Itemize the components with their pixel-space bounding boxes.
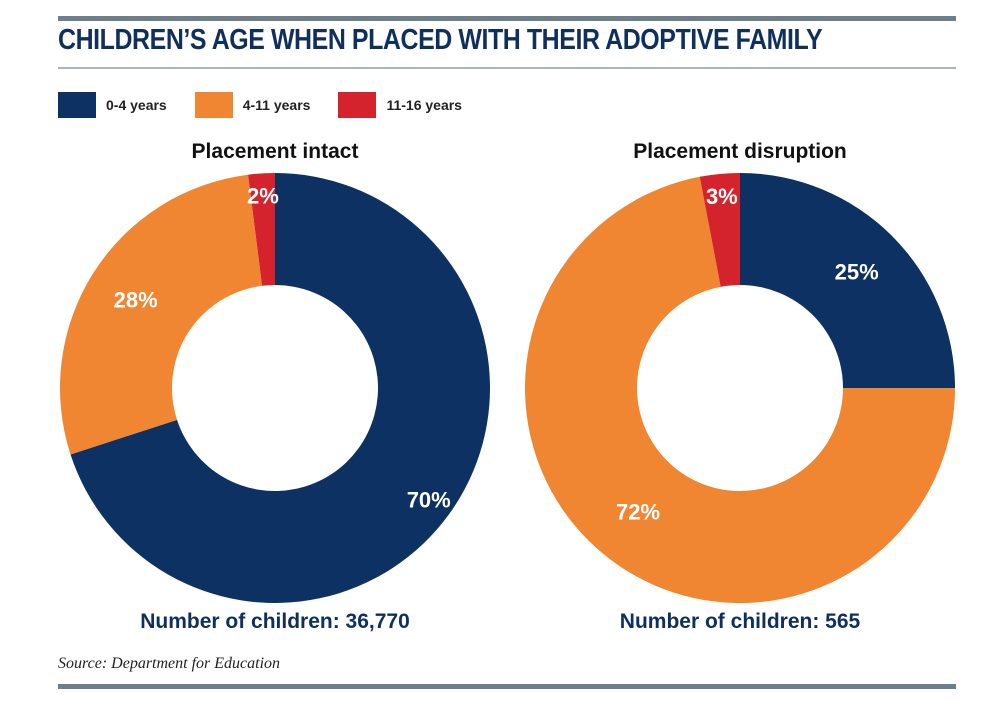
legend-swatch-4-11	[194, 92, 233, 118]
legend-swatch-11-16	[338, 92, 377, 118]
slice-intact-0-4	[70, 173, 490, 603]
count-intact: Number of children: 36,770	[140, 610, 410, 633]
legend-label-11-16: 11-16 years	[386, 97, 462, 113]
slice-disruption-11-16	[699, 173, 740, 287]
label-disruption-11-16: 3%	[706, 184, 738, 209]
legend: 0-4 years 4-11 years 11-16 years	[58, 92, 490, 118]
label-disruption-0-4: 25%	[835, 259, 879, 284]
bottom-rule	[58, 684, 956, 689]
slice-disruption-4-11	[525, 176, 955, 604]
label-disruption-4-11: 72%	[616, 499, 660, 524]
legend-item-4-11: 4-11 years	[194, 92, 311, 118]
legend-item-11-16: 11-16 years	[338, 92, 462, 118]
legend-item-0-4: 0-4 years	[58, 92, 167, 118]
label-intact-4-11: 28%	[114, 288, 158, 313]
legend-label-4-11: 4-11 years	[242, 97, 311, 113]
legend-swatch-0-4	[58, 92, 96, 118]
chart-title: CHILDREN’S AGE WHEN PLACED WITH THEIR AD…	[58, 24, 823, 56]
donut-title-intact: Placement intact	[191, 140, 359, 163]
slice-disruption-0-4	[740, 173, 955, 388]
slice-intact-4-11	[59, 174, 263, 455]
source-note: Source: Department for Education	[58, 655, 281, 672]
label-intact-11-16: 2%	[247, 183, 279, 208]
label-intact-0-4: 70%	[407, 488, 451, 513]
top-rule	[58, 16, 956, 21]
title-divider	[58, 67, 956, 69]
legend-label-0-4: 0-4 years	[106, 97, 167, 113]
donut-title-disruption: Placement disruption	[633, 140, 847, 163]
count-disruption: Number of children: 565	[619, 610, 861, 633]
slice-intact-11-16	[248, 173, 275, 286]
